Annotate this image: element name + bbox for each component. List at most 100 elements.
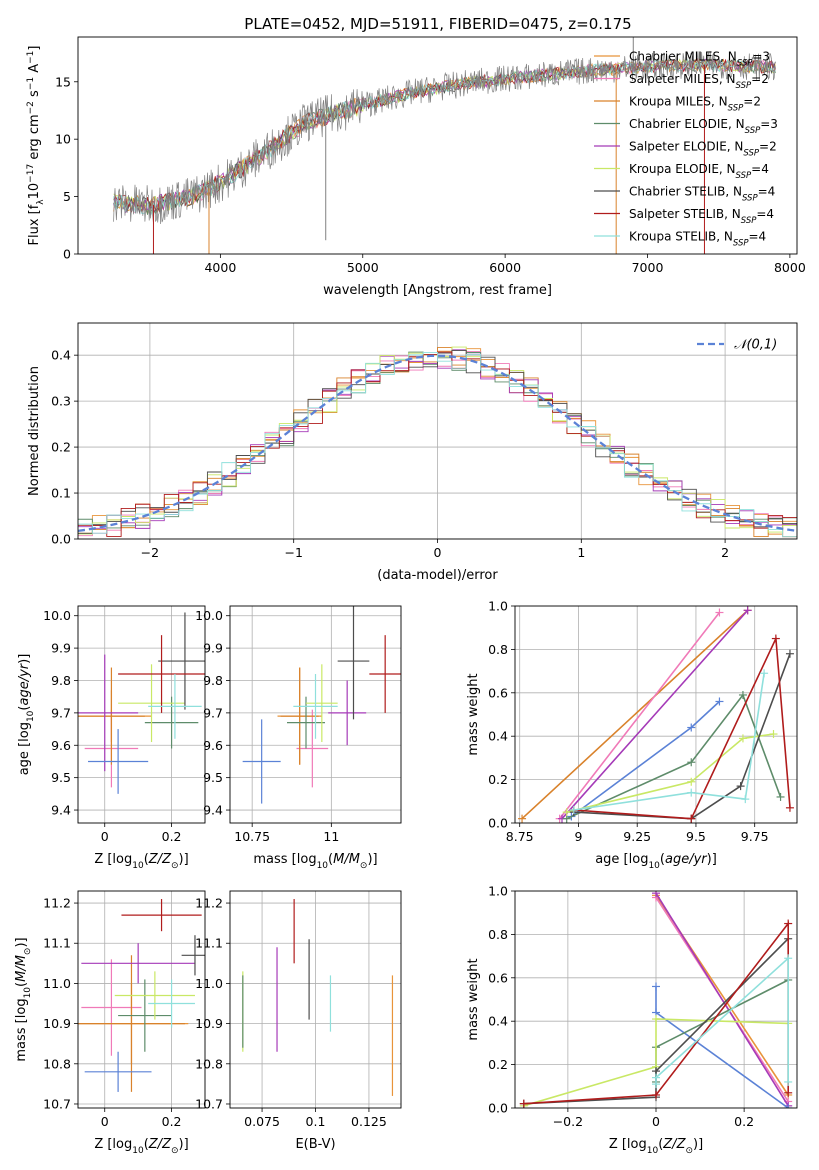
label-part: 10 (317, 861, 329, 871)
legend-sub: SSP (741, 216, 757, 226)
panel-weight_vs_age: 8.75 9 9.25 9.5 9.75 0.0 0.2 0.4 0.6 0.8 1.0 mass w… (466, 599, 798, 871)
x-tick-label: 8.75 (506, 829, 534, 844)
x-tick-label: 0 (101, 1114, 109, 1129)
label-part: ] (27, 46, 42, 51)
legend-text: Chabrier MILES, N (629, 50, 737, 64)
label-part: )] (707, 852, 717, 867)
legend-sub: SSP (736, 171, 752, 181)
panel-age_vs_Z: 0 0.29.49.59.69.79.89.910.0Z [log10(Z/Z⊙)… (17, 605, 206, 871)
x-tick-label: −0.2 (553, 1114, 583, 1129)
x-tick-label: −2 (141, 545, 159, 560)
figure-title: PLATE=0452, MJD=51911, FIBERID=0475, z=0… (244, 15, 631, 33)
y-tick-label: 10.8 (195, 1056, 223, 1071)
plot-area (113, 37, 776, 254)
legend-text: Salpeter MILES, N (629, 72, 736, 86)
y-tick-label: 10.9 (195, 1016, 223, 1031)
y-tick-label: 9.6 (203, 738, 223, 753)
label-part: Z [log (94, 1137, 132, 1152)
y-tick-label: 0.1 (51, 486, 71, 501)
label-part: ( (660, 852, 665, 867)
label-part: )] (179, 852, 189, 867)
legend-text: =3 (760, 117, 778, 131)
legend-text: Salpeter STELIB, N (629, 207, 741, 221)
label-part: ( (14, 982, 29, 987)
weight-series-5 (566, 733, 774, 813)
plot-area (515, 606, 797, 823)
x-tick-label: −1 (284, 545, 302, 560)
y-tick-label: 1.0 (488, 884, 508, 899)
x-axis-label: E(B-V) (295, 1137, 335, 1152)
x-tick-label: 0.2 (162, 1114, 182, 1129)
label-part: ⊙ (171, 1146, 179, 1156)
y-tick-label: 10.0 (195, 608, 223, 623)
label-part: erg cm (27, 114, 42, 163)
legend-text: Chabrier ELODIE, N (629, 117, 745, 131)
y-tick-label: 0.6 (488, 970, 508, 985)
legend-entry: Salpeter ELODIE, NSSP=2 (629, 140, 777, 159)
legend-entry: Chabrier STELIB, NSSP=4 (629, 185, 775, 204)
legend-text: =4 (751, 162, 769, 176)
legend-text: =2 (751, 72, 769, 86)
x-tick-label: 0.125 (351, 1114, 387, 1129)
x-axis-label: age [log10(age/yr)] (595, 852, 717, 871)
x-tick-label: 6000 (489, 260, 521, 275)
axes-frame (77, 322, 798, 540)
x-tick-label: 0.075 (244, 1114, 280, 1129)
x-tick-label: 9.25 (623, 829, 651, 844)
label-part: )] (17, 654, 32, 664)
x-tick-label: 11 (323, 829, 339, 844)
x-tick-label: 0.2 (162, 829, 182, 844)
y-tick-label: 10.8 (43, 1056, 71, 1071)
weight-series-0 (521, 609, 749, 820)
label-part: ⊙ (360, 861, 368, 871)
plot-area (515, 891, 797, 1108)
plot-area (230, 891, 401, 1108)
y-tick-label: 0.4 (51, 348, 71, 363)
y-tick-label: 11.1 (43, 936, 71, 951)
label-part: 10 (27, 183, 42, 200)
y-tick-label: 0.2 (51, 440, 71, 455)
label-part: )] (179, 1137, 189, 1152)
weight-series-6 (573, 653, 791, 820)
y-tick-label: 0.4 (488, 729, 508, 744)
y-tick-label: 10.7 (195, 1096, 223, 1111)
x-tick-label: 4000 (204, 260, 236, 275)
label-part: λ (36, 199, 46, 205)
legend-entry: Kroupa MILES, NSSP=2 (629, 95, 761, 114)
y-axis-label: mass weight (466, 673, 481, 755)
label-part: )] (14, 937, 29, 947)
plot-area (78, 891, 205, 1108)
x-tick-label: 0 (101, 829, 109, 844)
y-tick-label: 10.7 (43, 1096, 71, 1111)
gaussian-curve (78, 354, 797, 533)
panel-spectrum: 4000 5000 6000 7000 8000 0 5 10 15 wavelength [An… (26, 36, 806, 298)
legend-text: =4 (758, 185, 776, 199)
x-tick-label: 8000 (774, 260, 806, 275)
x-tick-label: 0 (652, 1114, 660, 1129)
label-part: ⊙ (171, 861, 179, 871)
legend-text: =2 (759, 140, 777, 154)
panel-mass_vs_EBV: 0.075 0.1 0.125 10.7 10.8 10.9 11.0 11.1 11.2 E(B… (195, 890, 402, 1152)
y-tick-label: 0.0 (488, 1101, 508, 1116)
axes-frame (514, 605, 798, 824)
legend-entry: Kroupa ELODIE, NSSP=4 (629, 162, 769, 181)
panel-age_vs_mass: 10.75 11 9.4 9.5 9.6 9.7 9.8 9.9 10.0 mass [log10… (195, 605, 402, 871)
weight-series-7 (573, 635, 791, 820)
y-tick-label: 11.0 (195, 976, 223, 991)
legend-text: Salpeter ELODIE, N (629, 140, 743, 154)
label-part: ( (144, 852, 149, 867)
y-tick-label: 1.0 (488, 599, 508, 614)
y-tick-label: 9.5 (203, 770, 223, 785)
axes-frame (77, 36, 798, 255)
x-tick-label: 5000 (347, 260, 379, 275)
x-tick-label: 0 (434, 545, 442, 560)
axes-frame (229, 605, 402, 824)
data-spectrum (113, 51, 776, 225)
y-tick-label: 5 (63, 189, 71, 204)
label-part: 10 (132, 1146, 144, 1156)
label-part: ⊙ (23, 948, 33, 956)
residual-histogram-8 (78, 351, 797, 538)
label-part: )] (367, 852, 377, 867)
x-axis-label: mass [log10(M/M⊙)] (253, 852, 377, 871)
label-part: age/yr (17, 662, 32, 705)
